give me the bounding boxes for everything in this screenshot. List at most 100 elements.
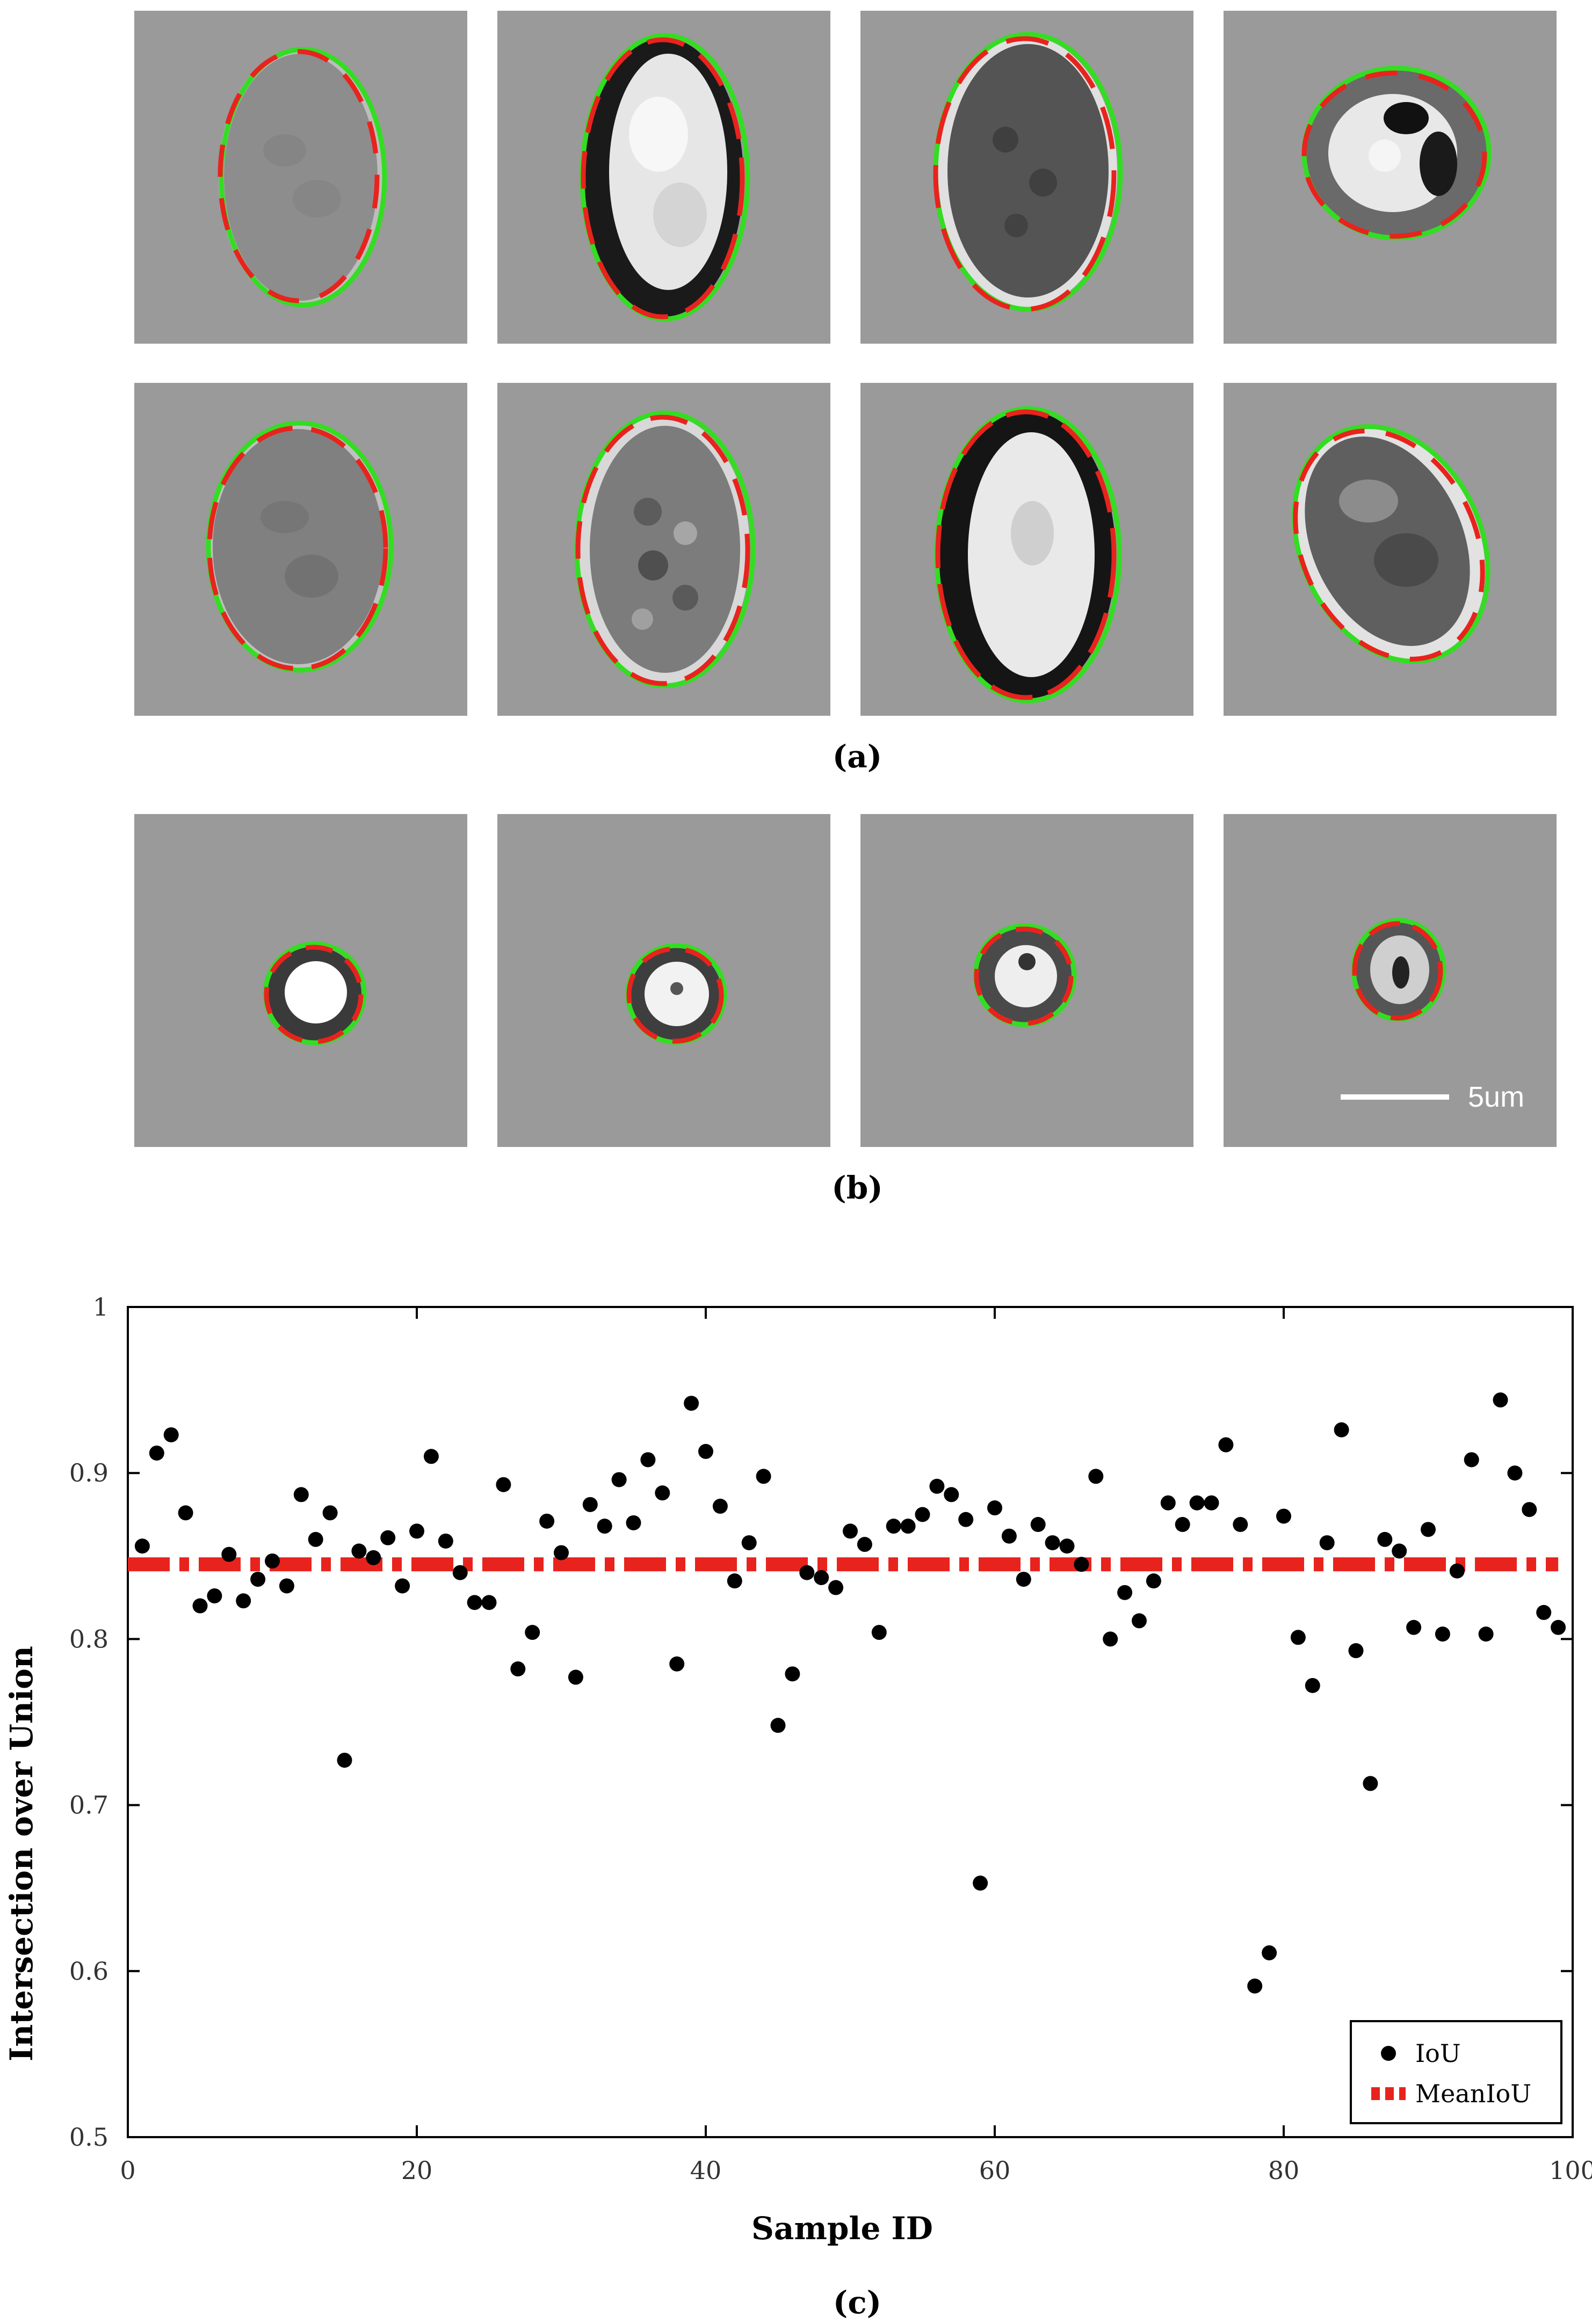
iou-point — [727, 1573, 742, 1589]
iou-point — [843, 1523, 858, 1539]
scale-bar-label: 5um — [1468, 1081, 1524, 1113]
iou-point — [1218, 1437, 1234, 1452]
iou-point — [698, 1444, 713, 1459]
cell-image-b-4: 5um — [1224, 814, 1557, 1147]
cell-body — [285, 961, 347, 1023]
predicted-contour — [974, 926, 1074, 1026]
iou-point — [221, 1546, 237, 1562]
cell-image-a2-3 — [860, 383, 1193, 716]
iou-point — [1233, 1517, 1248, 1533]
iou-point — [1449, 1563, 1465, 1579]
x-tick-label: 0 — [120, 2156, 135, 2185]
iou-point — [987, 1500, 1002, 1516]
iou-point — [1493, 1392, 1508, 1408]
x-tick-label: 80 — [1268, 2156, 1300, 2185]
iou-point — [1507, 1465, 1523, 1481]
iou-point — [322, 1505, 338, 1521]
iou-point — [1160, 1495, 1176, 1510]
iou-point — [337, 1753, 352, 1768]
iou-point — [1348, 1643, 1364, 1659]
iou-point — [525, 1625, 540, 1640]
iou-point — [597, 1519, 612, 1534]
iou-point — [1016, 1572, 1031, 1587]
iou-point — [207, 1588, 222, 1604]
cell-image-a2-1 — [134, 383, 467, 716]
cell-image-b-3 — [860, 814, 1193, 1147]
iou-point — [1392, 1543, 1407, 1559]
legend-box — [1350, 2020, 1562, 2124]
iou-scatter-chart: 0 20 40 60 80 100 0.5 0.6 0.7 0.8 0.9 1 Intersectio… — [3, 1292, 1592, 2321]
iou-point — [1117, 1585, 1133, 1600]
iou-point — [655, 1485, 670, 1501]
iou-point — [756, 1469, 771, 1484]
panel-label-c: (c) — [833, 2284, 881, 2321]
iou-point — [510, 1661, 526, 1677]
cell-body — [947, 44, 1109, 297]
iou-point — [1247, 1978, 1263, 1994]
iou-point — [279, 1578, 294, 1594]
x-tick-label: 60 — [979, 2156, 1011, 2185]
iou-point — [814, 1570, 829, 1585]
iou-point — [265, 1553, 280, 1569]
iou-point — [395, 1578, 410, 1594]
iou-point — [1464, 1452, 1479, 1468]
cell-image-a2-4 — [1224, 383, 1557, 716]
iou-point — [250, 1572, 266, 1587]
y-axis-label: Intersection over Union — [3, 1646, 40, 2061]
cell-image-b-2 — [497, 814, 830, 1147]
predicted-contour — [1301, 70, 1487, 239]
iou-point — [1536, 1604, 1552, 1620]
predicted-contour — [581, 37, 745, 319]
x-tick-label: 40 — [690, 2156, 722, 2185]
iou-point — [308, 1531, 323, 1547]
panel-label-a: (a) — [832, 738, 882, 775]
iou-point — [163, 1427, 179, 1443]
iou-point — [886, 1519, 901, 1534]
y-tick-label: 0.8 — [69, 1624, 108, 1653]
iou-point — [1189, 1495, 1205, 1510]
iou-point — [1088, 1469, 1104, 1484]
iou-point — [611, 1472, 627, 1487]
iou-point — [1175, 1517, 1190, 1533]
legend-iou-marker — [1381, 2046, 1396, 2061]
x-tick-label: 100 — [1549, 2156, 1592, 2185]
iou-point — [669, 1656, 685, 1672]
cell-image-a1-2 — [497, 11, 830, 344]
predicted-contour — [933, 36, 1117, 312]
iou-point — [178, 1505, 193, 1521]
iou-point — [1305, 1677, 1320, 1693]
iou-point — [1290, 1630, 1306, 1645]
iou-point — [944, 1487, 959, 1502]
iou-point — [134, 1538, 150, 1554]
iou-point — [799, 1565, 815, 1580]
cell-image-b-1 — [134, 814, 467, 1147]
cell-a1-1-svg — [218, 47, 387, 308]
iou-point — [568, 1669, 583, 1685]
iou-point — [496, 1477, 511, 1492]
iou-point — [900, 1519, 916, 1534]
iou-point — [1276, 1508, 1291, 1524]
iou-point — [1363, 1776, 1378, 1791]
cell-image-a1-1 — [134, 11, 467, 344]
x-axis-label: Sample ID — [751, 2210, 933, 2247]
iou-point — [1146, 1573, 1161, 1589]
iou-point — [973, 1875, 988, 1891]
iou-point — [871, 1625, 887, 1640]
iou-point — [582, 1497, 598, 1512]
predicted-contour — [575, 415, 750, 686]
ground-truth-contour — [206, 420, 394, 673]
iou-point — [929, 1478, 945, 1494]
iou-point — [1406, 1619, 1422, 1635]
iou-point — [1522, 1502, 1537, 1517]
iou-point — [1045, 1535, 1060, 1551]
iou-point — [467, 1595, 482, 1610]
iou-point — [423, 1449, 439, 1464]
cell-image-a2-2 — [497, 383, 830, 716]
iou-point — [236, 1593, 251, 1609]
predicted-contour — [1293, 428, 1485, 662]
predicted-contour — [207, 425, 388, 671]
iou-point — [554, 1545, 569, 1560]
iou-point — [149, 1446, 164, 1461]
plot-area-frame — [127, 1306, 1574, 2138]
iou-point — [915, 1507, 930, 1522]
